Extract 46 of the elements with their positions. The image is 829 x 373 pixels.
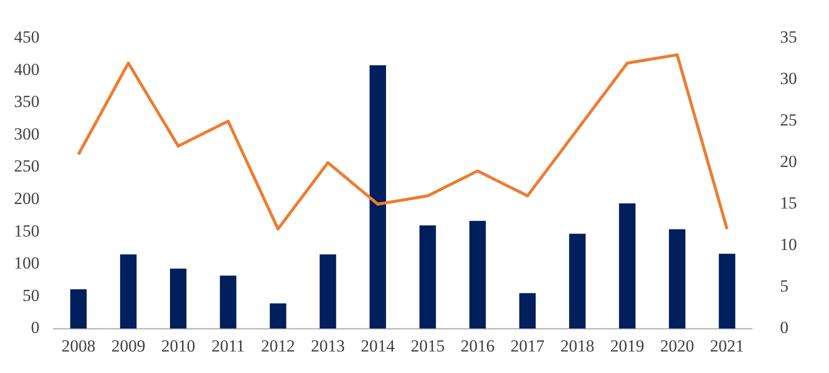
y-tick-label: 50 bbox=[22, 286, 40, 305]
x-tick-label: 2012 bbox=[261, 336, 296, 356]
x-tick-label: 2010 bbox=[161, 336, 196, 356]
x-tick-label: 2013 bbox=[310, 336, 345, 356]
bar bbox=[120, 254, 137, 329]
y2-tick-label: 5 bbox=[780, 276, 788, 296]
y-tick-label: 200 bbox=[14, 189, 40, 208]
y2-tick-label: 15 bbox=[780, 194, 797, 213]
x-tick-label: 2021 bbox=[710, 336, 744, 356]
y-tick-label: 0 bbox=[31, 318, 40, 338]
y2-tick-label: 0 bbox=[780, 318, 788, 338]
y2-tick-label: 25 bbox=[780, 110, 797, 130]
bar bbox=[619, 203, 636, 329]
x-tick-label: 2009 bbox=[111, 336, 146, 356]
bar bbox=[718, 254, 736, 329]
y-tick-label: 150 bbox=[14, 221, 40, 240]
bar bbox=[320, 254, 336, 329]
bar bbox=[170, 268, 186, 329]
x-tick-label: 2011 bbox=[211, 336, 245, 356]
bar bbox=[70, 289, 87, 329]
bar bbox=[220, 276, 236, 329]
bar bbox=[569, 234, 586, 329]
x-tick-label: 2015 bbox=[410, 336, 445, 356]
bar bbox=[270, 303, 286, 329]
y-tick-label: 250 bbox=[14, 156, 40, 176]
bar bbox=[519, 293, 536, 329]
y2-tick-label: 10 bbox=[780, 235, 797, 254]
bar bbox=[370, 65, 386, 329]
x-tick-label: 2018 bbox=[560, 336, 594, 356]
bar bbox=[668, 229, 686, 329]
x-tick-label: 2014 bbox=[360, 336, 396, 356]
bar bbox=[469, 220, 486, 329]
x-tick-label: 2016 bbox=[460, 336, 495, 356]
x-tick-label: 2017 bbox=[510, 336, 545, 356]
y2-tick-label: 20 bbox=[780, 152, 797, 172]
x-tick-label: 2008 bbox=[61, 336, 96, 356]
x-tick-label: 2019 bbox=[610, 336, 644, 356]
y-tick-label: 450 bbox=[14, 28, 40, 47]
y-tick-label: 300 bbox=[14, 124, 40, 144]
y-tick-label: 350 bbox=[14, 92, 40, 112]
y-tick-label: 100 bbox=[14, 254, 40, 273]
y-tick-label: 400 bbox=[14, 60, 40, 79]
y2-tick-label: 30 bbox=[780, 69, 797, 88]
bar bbox=[419, 225, 436, 329]
x-tick-label: 2020 bbox=[660, 336, 694, 356]
y2-tick-label: 35 bbox=[780, 28, 797, 47]
